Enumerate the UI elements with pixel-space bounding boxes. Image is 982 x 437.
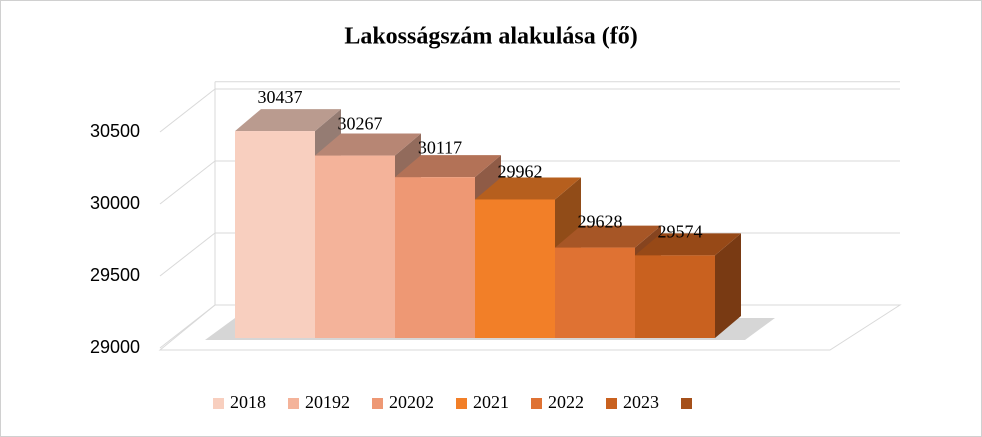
- y-tick-label: 29500: [90, 265, 140, 285]
- bar: [315, 155, 395, 338]
- legend-swatch: [288, 398, 299, 409]
- bar: [395, 177, 475, 338]
- bar-top: [475, 177, 581, 200]
- legend-label: 2023: [623, 392, 659, 412]
- legend-label: 20202: [389, 392, 434, 412]
- bar-top: [635, 233, 741, 256]
- value-label: 29574: [658, 221, 703, 241]
- y-tick-label: 30500: [90, 121, 140, 141]
- legend-label: 2018: [230, 392, 266, 412]
- legend-swatch: [456, 398, 467, 409]
- bar-top: [315, 133, 421, 156]
- legend-label: 2022: [548, 392, 584, 412]
- y-tick-label: 29000: [90, 337, 140, 357]
- y-tick-label: 30000: [90, 193, 140, 213]
- legend-swatch: [531, 398, 542, 409]
- bar-top: [235, 109, 341, 132]
- legend-swatch: [213, 398, 224, 409]
- legend-label: 2021: [473, 392, 509, 412]
- chart-title: Lakosságszám alakulása (fő): [344, 24, 637, 50]
- bar: [235, 131, 315, 338]
- value-label: 30437: [258, 87, 303, 107]
- value-label: 29962: [498, 162, 543, 182]
- bar-top: [555, 225, 661, 248]
- value-label: 30117: [418, 137, 462, 157]
- bar-top: [395, 155, 501, 178]
- legend-swatch: [372, 398, 383, 409]
- grid-line: [159, 232, 216, 277]
- grid-line: [159, 88, 216, 133]
- legend-swatch: [606, 398, 617, 409]
- bar: [555, 247, 635, 338]
- value-label: 30267: [338, 114, 383, 134]
- legend-label: 20192: [305, 392, 350, 412]
- bar: [635, 255, 715, 338]
- grid-line: [159, 160, 216, 205]
- legend-swatch: [681, 398, 692, 409]
- bar: [475, 199, 555, 338]
- bar-side: [715, 233, 741, 338]
- value-label: 29628: [578, 212, 623, 232]
- grid-line: [159, 304, 216, 349]
